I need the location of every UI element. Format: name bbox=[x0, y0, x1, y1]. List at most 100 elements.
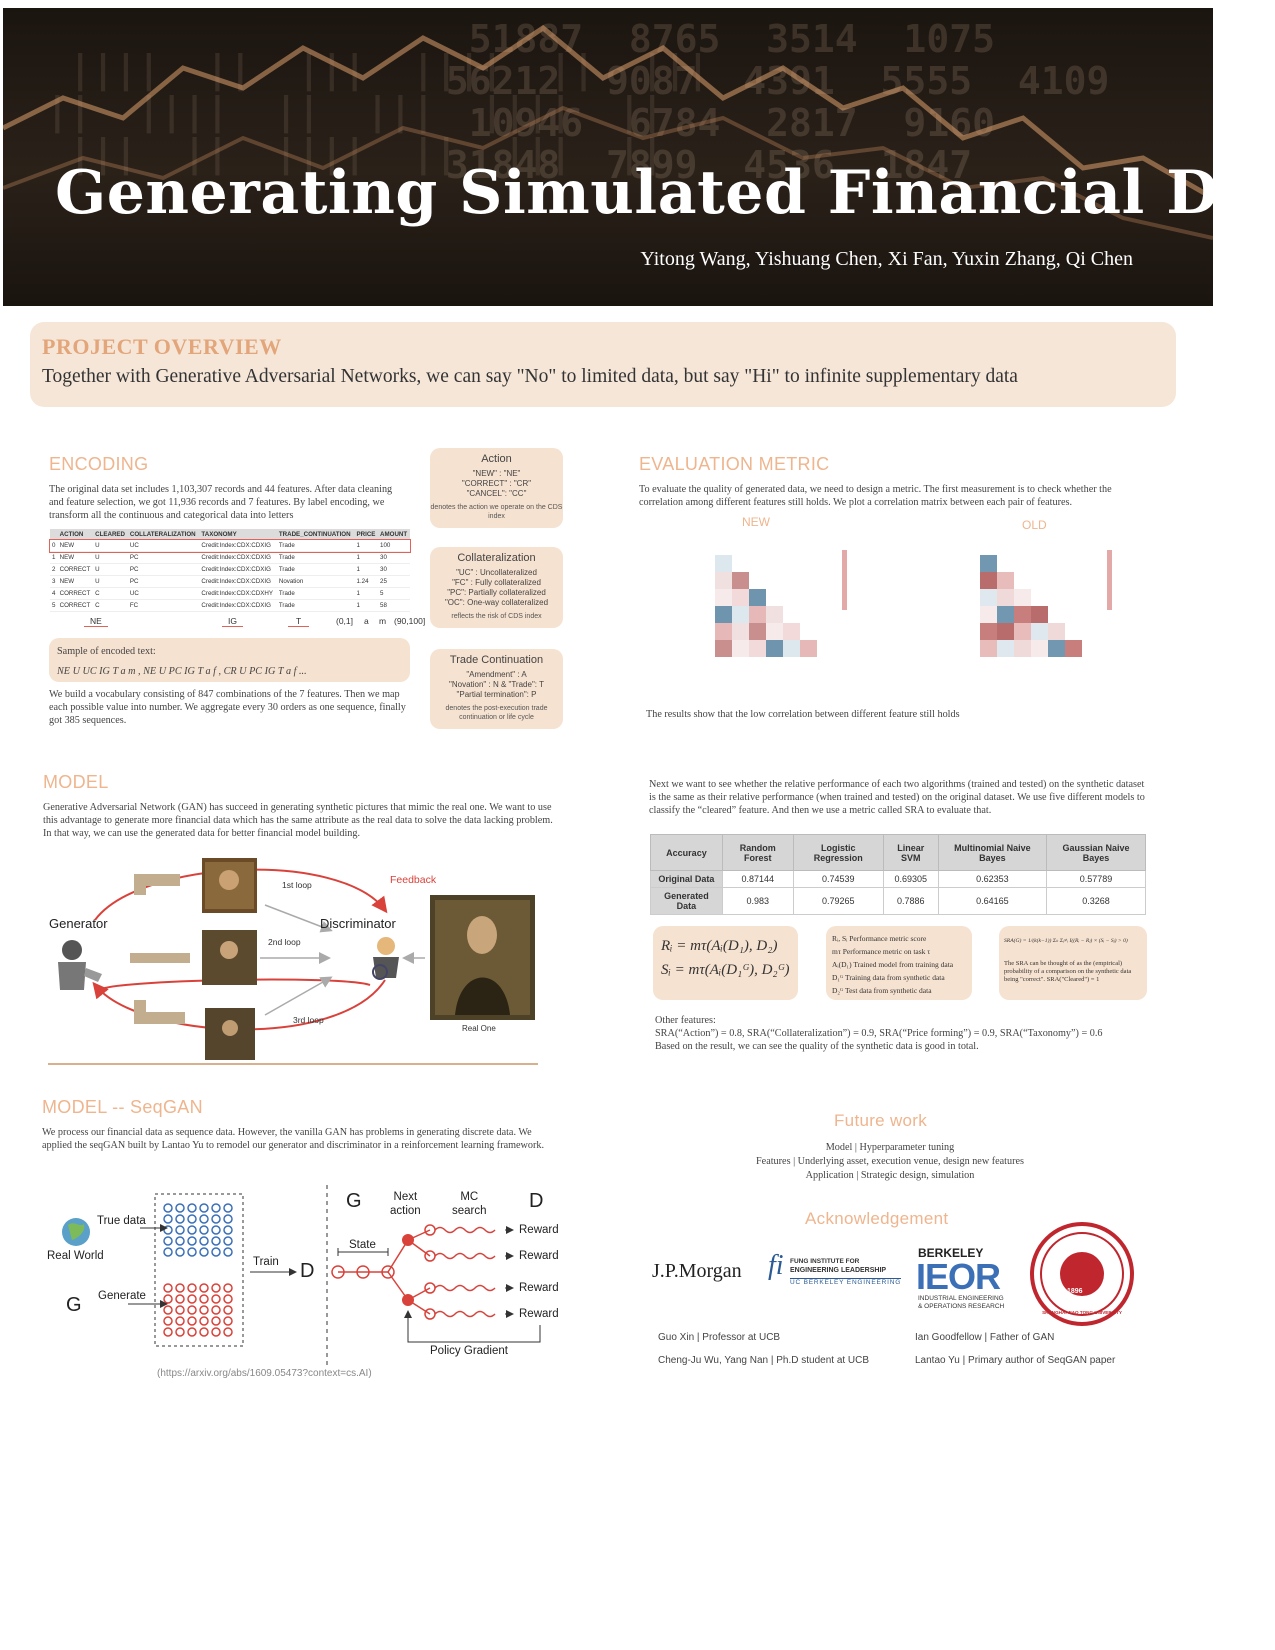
action-line: "CORRECT" : "CR" bbox=[461, 479, 532, 488]
heatmap-cell bbox=[749, 589, 766, 606]
sra-box: SRA(G) = 1/(k(k−1)) Σₖ Σⱼ≠ᵢ I((Rᵢ − Rⱼ) … bbox=[999, 926, 1147, 1000]
sequence-token-dot bbox=[187, 1203, 197, 1213]
table-cell: Trade bbox=[276, 563, 355, 576]
sequence-token-dot bbox=[187, 1294, 197, 1304]
seq-d-label: D bbox=[529, 1190, 544, 1212]
table-cell: 0.74539 bbox=[792, 870, 884, 888]
table-cell: 0.87144 bbox=[721, 870, 794, 888]
action-line: "NEW" : "NE" bbox=[472, 469, 521, 478]
table-cell: 30 bbox=[378, 563, 410, 576]
trade-box-title: Trade Continuation bbox=[449, 654, 544, 666]
sequence-token-dot bbox=[211, 1305, 221, 1315]
loop2-label: 2nd loop bbox=[268, 937, 301, 947]
collat-line: "OC": One-way collateralized bbox=[444, 598, 549, 607]
heatmap-cell bbox=[715, 572, 732, 589]
heatmap-cell bbox=[1014, 606, 1031, 623]
table-cell: 1 bbox=[354, 540, 379, 552]
table-cell: 1 bbox=[354, 599, 379, 612]
sequence-token-dot bbox=[163, 1283, 173, 1293]
table-cell: 5 bbox=[50, 599, 58, 612]
sequence-token-dot bbox=[199, 1236, 209, 1246]
sequence-token-dot bbox=[199, 1305, 209, 1315]
encoding-table: ACTION CLEARED COLLATERALIZATION TAXONOM… bbox=[49, 529, 411, 612]
action-box-title: Action bbox=[481, 453, 512, 465]
overview-heading: PROJECT OVERVIEW bbox=[42, 334, 282, 359]
table-cell: Credit:Index:CDX:CDXIG bbox=[199, 575, 277, 588]
table-cell: 0.79265 bbox=[792, 887, 884, 915]
table-cell: CORRECT bbox=[57, 587, 94, 600]
generator-icon bbox=[58, 940, 102, 990]
sequence-token-dot bbox=[223, 1214, 233, 1224]
gan-diagram bbox=[58, 858, 535, 1060]
sequence-token-dot bbox=[163, 1225, 173, 1235]
collat-line: "UC" : Uncollateralized bbox=[456, 568, 537, 577]
heatmap-cell bbox=[732, 572, 749, 589]
evaluation-conclusion: Based on the result, we can see the qual… bbox=[655, 1041, 979, 1052]
heatmap-cell bbox=[766, 640, 783, 657]
heatmap-cell bbox=[715, 606, 732, 623]
encoding-col-header: TAXONOMY bbox=[199, 529, 277, 540]
future-work-heading: Future work bbox=[834, 1111, 928, 1130]
encoding-intro: The original data set includes 1,103,307… bbox=[49, 484, 393, 521]
author-list: Yitong Wang, Yishuang Chen, Xi Fan, Yuxi… bbox=[640, 248, 1133, 270]
stock-chart-decoration bbox=[3, 24, 1213, 240]
table-cell: Credit:Index:CDX:CDXIG bbox=[199, 551, 277, 564]
table-cell: NEW bbox=[57, 540, 94, 552]
code-a: a bbox=[364, 616, 369, 626]
sequence-token-dot bbox=[163, 1294, 173, 1304]
collat-line: "FC" : Fully collateralized bbox=[452, 578, 541, 587]
feedback-label: Feedback bbox=[390, 874, 437, 886]
acknowledgement-heading: Acknowledgement bbox=[805, 1209, 949, 1228]
definition-line: D₁ᴳ Training data from synthetic data bbox=[832, 973, 945, 982]
future-line: Features | Underlying asset, execution v… bbox=[756, 1156, 1024, 1167]
heatmap-cell bbox=[783, 640, 800, 657]
heatmap-cell bbox=[715, 623, 732, 640]
heatmap-cell bbox=[749, 606, 766, 623]
real-world-label: Real World bbox=[47, 1250, 104, 1262]
trade-line: "Novation" : N & "Trade": T bbox=[449, 680, 544, 689]
sequence-token-dot bbox=[163, 1247, 173, 1257]
fung-fi-icon: fi bbox=[768, 1250, 784, 1281]
row-label: Generated Data bbox=[650, 887, 723, 915]
data-batch-box bbox=[154, 1193, 244, 1347]
fung-institute-logo: fi FUNG INSTITUTE FOR ENGINEERING LEADER… bbox=[768, 1250, 903, 1290]
generator-g-label: G bbox=[66, 1294, 82, 1316]
code-m: m bbox=[379, 616, 387, 626]
discriminator-label: Discriminator bbox=[320, 916, 396, 931]
action-line: "CANCEL": "CC" bbox=[466, 489, 527, 498]
reward-label: Reward bbox=[519, 1282, 559, 1294]
encoding-col-header: CLEARED bbox=[93, 529, 128, 540]
table-cell: 0.7886 bbox=[882, 887, 939, 915]
accuracy-col-header: Logistic Regression bbox=[792, 834, 884, 871]
sequence-token-dot bbox=[175, 1203, 185, 1213]
seal-year: 1896 bbox=[1067, 1288, 1083, 1295]
sequence-token-dot bbox=[175, 1247, 185, 1257]
sequence-token-dot bbox=[163, 1305, 173, 1315]
encoding-table-header: ACTION CLEARED COLLATERALIZATION TAXONOM… bbox=[50, 529, 410, 540]
heatmap-cell bbox=[732, 589, 749, 606]
table-cell: C bbox=[93, 599, 128, 612]
heatmap-cell bbox=[980, 555, 997, 572]
heatmap-colorbar bbox=[842, 550, 847, 610]
sequence-token-dot bbox=[211, 1283, 221, 1293]
table-cell: 100 bbox=[378, 540, 410, 552]
trade-continuation-box: Trade Continuation "Amendment" : A "Nova… bbox=[430, 649, 563, 729]
next-action-label: Next action bbox=[390, 1191, 421, 1217]
table-row: 4 CORRECT C UC Credit:Index:CDX:CDXHY Trade 1 5 bbox=[50, 587, 410, 600]
fung-text: UC BERKELEY ENGINEERING bbox=[790, 1278, 902, 1286]
correlation-matrix-new bbox=[715, 550, 847, 657]
correlation-matrix-old bbox=[980, 550, 1112, 657]
table-cell: Trade bbox=[276, 599, 355, 612]
other-features-values: SRA(“Action”) = 0.8, SRA(“Collateralizat… bbox=[655, 1028, 1103, 1039]
ieor-sub: INDUSTRIAL ENGINEERING bbox=[918, 1295, 1004, 1302]
encoding-heading: ENCODING bbox=[49, 454, 149, 474]
ack-person: Guo Xin | Professor at UCB bbox=[658, 1332, 781, 1343]
arxiv-link[interactable]: (https://arxiv.org/abs/1609.05473?contex… bbox=[157, 1368, 372, 1379]
definitions-box: Rᵢ, Sᵢ Performance metric score mτ Perfo… bbox=[826, 926, 972, 1000]
heatmap-cell bbox=[1031, 606, 1048, 623]
table-cell: 30 bbox=[378, 551, 410, 564]
heatmap-cell bbox=[732, 640, 749, 657]
reward-label: Reward bbox=[519, 1308, 559, 1320]
table-cell: PC bbox=[127, 551, 200, 564]
sequence-token-dot bbox=[223, 1283, 233, 1293]
